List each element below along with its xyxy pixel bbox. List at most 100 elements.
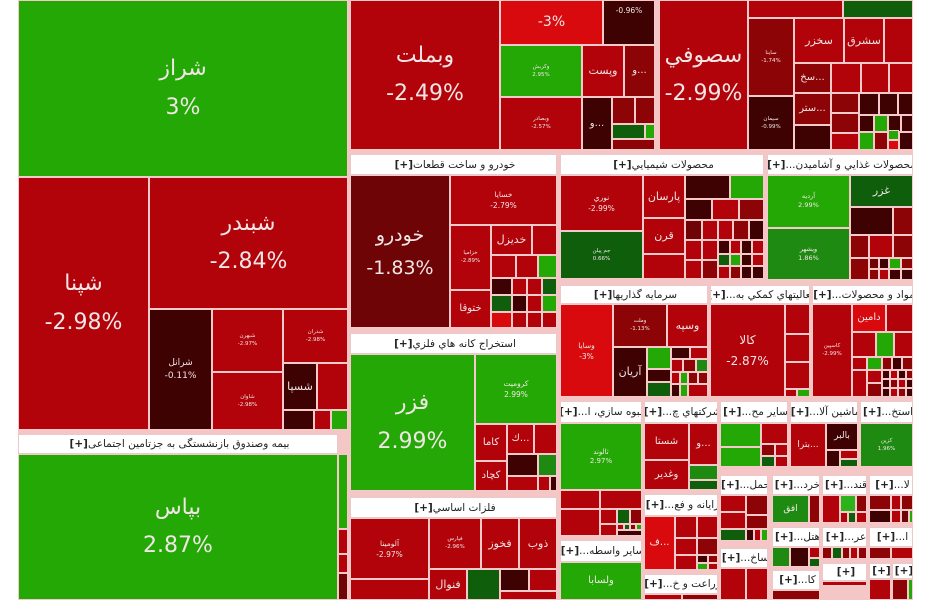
tile-bank-c[interactable]: و... [624, 45, 655, 97]
tile-small[interactable] [752, 254, 764, 266]
tile-small[interactable] [850, 207, 893, 235]
expand-button[interactable]: [+] [894, 565, 913, 577]
tile-small[interactable] [675, 516, 697, 538]
tile-small[interactable] [718, 220, 733, 240]
tile-small[interactable] [612, 124, 645, 139]
tile-small[interactable] [785, 304, 810, 334]
tile-small[interactable] [831, 63, 861, 93]
tile-small[interactable] [688, 372, 698, 384]
tile-khdizel[interactable]: خديزل [491, 225, 532, 255]
tile-small[interactable] [893, 207, 913, 235]
tile-sekhazar[interactable]: سخزر [794, 18, 844, 63]
tile-small[interactable] [467, 569, 500, 600]
tile-small[interactable] [739, 199, 764, 220]
tile-bank-b[interactable]: -0.96% [603, 0, 655, 45]
tile-arian[interactable]: آريان [613, 347, 647, 397]
tile-small[interactable] [720, 529, 746, 541]
tile-small[interactable] [560, 509, 600, 536]
tile-k[interactable]: ك... [507, 424, 534, 454]
tile-small[interactable] [671, 372, 680, 384]
expand-button[interactable]: [+] [790, 406, 810, 418]
tile-small[interactable] [869, 258, 879, 269]
expand-button[interactable]: [+] [824, 479, 844, 491]
tile-small[interactable] [879, 258, 889, 269]
tile-small[interactable] [338, 573, 348, 600]
tile-small[interactable] [874, 115, 888, 132]
tile-small[interactable] [809, 558, 820, 567]
sector-header-sakh[interactable]: ساخ... [+] [720, 548, 768, 568]
tile-small[interactable] [852, 357, 867, 370]
tile-holding-v[interactable]: و... [689, 423, 718, 465]
tile-small[interactable] [761, 444, 775, 456]
tile-small[interactable] [712, 199, 739, 220]
tile-vpost[interactable]: وپست [582, 45, 624, 97]
tile-small[interactable] [682, 594, 718, 600]
tile-small[interactable] [718, 240, 730, 254]
tile-small[interactable] [685, 240, 702, 260]
tile-small[interactable] [314, 410, 331, 430]
tile-small[interactable] [746, 515, 768, 529]
tile-small[interactable] [822, 581, 867, 586]
tile-small[interactable] [643, 254, 685, 279]
tile-vbemellat[interactable]: وبملت -2.49% [350, 0, 500, 150]
tile-small[interactable] [542, 312, 557, 328]
tile-small[interactable] [538, 255, 557, 278]
expand-button[interactable]: [+] [560, 545, 580, 557]
tile-small[interactable] [491, 312, 512, 328]
sector-header-chemical[interactable]: محصولات شيميايي [+] [560, 154, 764, 175]
tile-shavan[interactable]: شاوان -2.98% [212, 372, 283, 430]
tile-small[interactable] [730, 240, 741, 254]
tile-small[interactable] [689, 480, 718, 490]
sector-header-construction[interactable]: انبوه سازي، ا... [+] [560, 401, 642, 423]
expand-button[interactable]: [+] [644, 578, 663, 590]
tile-small[interactable] [317, 363, 348, 410]
tile-bepas[interactable]: بپاس 2.87% [18, 454, 338, 600]
tile-small[interactable] [898, 379, 906, 388]
tile-small[interactable] [898, 370, 906, 379]
tile-small[interactable] [702, 260, 718, 279]
tile-small[interactable] [890, 379, 898, 388]
expand-button[interactable]: [+] [711, 288, 726, 301]
tile-small[interactable] [338, 529, 348, 554]
tile-ardiye[interactable]: آرديه 2.99% [767, 175, 850, 228]
expand-button[interactable]: [+] [872, 565, 891, 577]
expand-button[interactable]: [+] [876, 531, 896, 543]
sector-header-food[interactable]: محصولات غذايي و آشاميدن... [+] [767, 154, 913, 175]
tile-kezin[interactable]: كزين 1.96% [860, 423, 913, 467]
tile-small[interactable] [527, 278, 542, 295]
tile-small[interactable] [891, 495, 901, 510]
tile-small[interactable] [882, 357, 892, 370]
tile-small[interactable] [680, 384, 688, 397]
tile-small[interactable] [909, 510, 913, 523]
tile-small[interactable] [749, 220, 764, 240]
tile-small[interactable] [730, 175, 764, 199]
tile-small[interactable] [542, 278, 557, 295]
tile-vesepa[interactable]: وسپه [667, 304, 708, 347]
tile-small[interactable] [772, 590, 820, 600]
tile-small[interactable] [741, 240, 752, 254]
sector-header-insurance[interactable]: بیمه وصندوق بازنشستگی به جزتامین اجتماعی… [18, 434, 338, 454]
tile-small[interactable] [867, 370, 882, 383]
tile-small[interactable] [861, 63, 889, 93]
sector-header-machinery[interactable]: ماشين آلا... [+] [790, 401, 858, 423]
tile-small[interactable] [893, 235, 913, 258]
tile-small[interactable] [869, 269, 879, 280]
tile-small[interactable] [906, 388, 913, 397]
tile-small[interactable] [797, 389, 810, 397]
tile-ghazar[interactable]: غزر [850, 175, 913, 207]
tile-small[interactable] [869, 235, 893, 258]
expand-button[interactable]: [+] [69, 438, 88, 450]
tile-small[interactable] [775, 444, 788, 456]
tile-small[interactable] [647, 369, 671, 382]
tile-small[interactable] [794, 125, 831, 150]
sector-header-support[interactable]: فعاليتهاي كمكي به...[+] [710, 285, 810, 304]
tile-salvand[interactable]: ثالوند 2.97% [560, 423, 642, 490]
expand-button[interactable]: [+] [394, 337, 413, 350]
tile-small[interactable] [761, 529, 768, 541]
tile-siman[interactable]: سيمان -0.99% [748, 96, 794, 150]
tile-sayna[interactable]: ساينا -1.74% [748, 18, 794, 96]
tile-small[interactable] [538, 476, 550, 491]
tile-small[interactable] [708, 563, 718, 570]
tile-small[interactable] [718, 254, 730, 266]
tile-small[interactable] [867, 357, 882, 370]
